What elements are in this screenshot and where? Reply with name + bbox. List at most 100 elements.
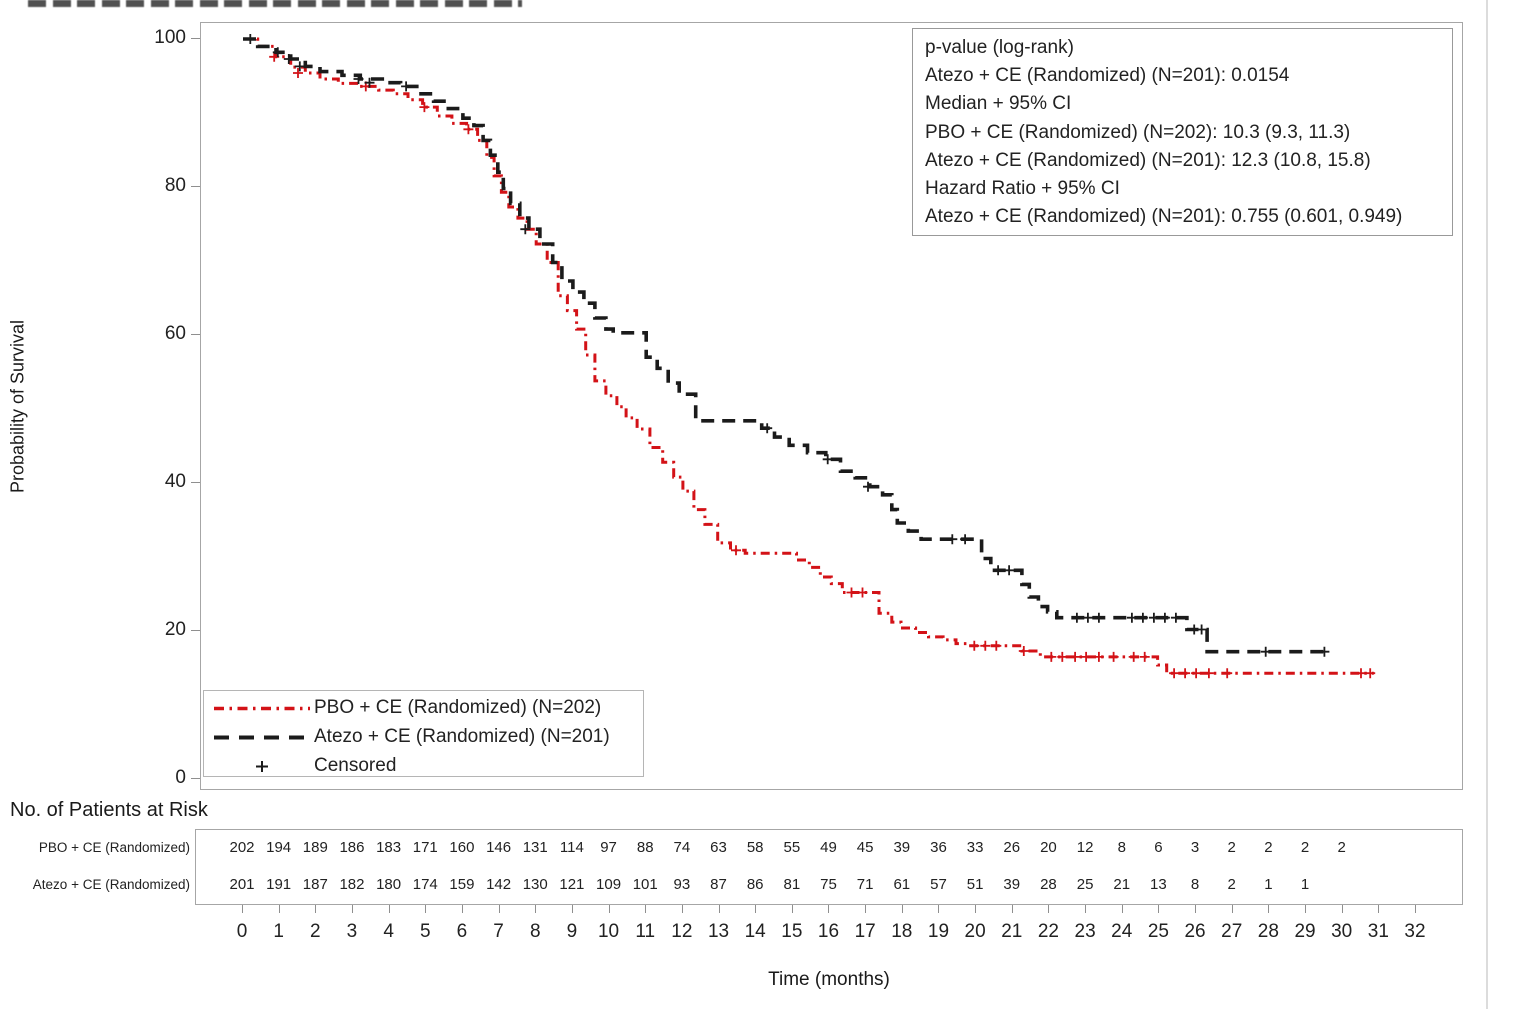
risk-count: 49 [820,839,837,856]
risk-count: 61 [893,876,911,893]
x-axis-tick-label: 28 [1257,921,1279,942]
x-axis-tick [461,905,463,913]
x-axis-tick [828,905,830,913]
risk-count: 45 [856,839,874,856]
y-axis-tick [191,778,200,779]
risk-count: 160 [449,839,475,856]
x-axis-tick [1158,905,1160,913]
risk-count: 87 [710,876,727,893]
x-axis-tick-label: 23 [1074,921,1096,942]
risk-table-box [195,829,1463,905]
x-axis-tick [681,905,683,913]
x-axis-tick [1085,905,1087,913]
legend-label-censored: Censored [314,755,397,776]
x-axis-tick [1268,905,1270,913]
risk-count: 86 [746,876,764,893]
y-axis-tick [191,38,200,39]
risk-count: 2 [1264,839,1273,856]
legend-item-atezo: Atezo + CE (Randomized) (N=201) [204,723,643,752]
risk-count: 194 [266,839,292,856]
stats-line: Atezo + CE (Randomized) (N=201): 12.3 (1… [925,149,1371,171]
pbo-curve [243,37,1374,675]
risk-count: 2 [1227,839,1236,856]
x-axis-tick-label: 27 [1221,921,1243,942]
risk-count: 191 [266,876,292,893]
x-axis-tick [1195,905,1197,913]
risk-count: 182 [339,876,365,893]
risk-count: 75 [820,876,837,893]
risk-count: 171 [412,839,438,856]
x-axis-tick [791,905,793,913]
x-axis-tick-label: 22 [1037,921,1059,942]
risk-count: 114 [559,839,584,856]
censored-plus-icon [256,761,268,772]
plot-area [200,22,1463,790]
risk-count: 8 [1190,876,1200,893]
x-axis-tick-label: 15 [781,921,803,942]
risk-count: 6 [1154,839,1163,856]
x-axis-tick [571,905,573,913]
x-axis-tick [645,905,647,913]
survival-curves-svg [243,34,1376,679]
legend-label-atezo: Atezo + CE (Randomized) (N=201) [314,726,610,747]
y-axis-tick [191,334,200,335]
x-axis-tick [535,905,537,913]
x-axis-tick-label: 21 [1001,921,1023,942]
x-axis-tick-label: 5 [419,921,431,942]
x-axis-tick-label: 11 [635,921,656,942]
x-axis-tick [975,905,977,913]
risk-count: 20 [1040,839,1057,856]
x-axis-tick [1011,905,1013,913]
stats-line: Atezo + CE (Randomized) (N=201): 0.0154 [925,65,1290,87]
risk-count: 3 [1190,839,1200,856]
x-axis-tick-label: 6 [456,921,468,942]
x-axis-tick-label: 0 [236,921,248,942]
x-axis-tick-label: 3 [346,921,358,942]
pbo-line-sample-icon [214,706,310,711]
risk-count: 57 [930,876,947,893]
risk-count: 121 [559,876,585,893]
atezo-curve [243,37,1328,654]
risk-count: 101 [632,876,658,893]
x-axis-tick-label: 32 [1404,921,1426,942]
y-axis-tick-label: 60 [164,323,186,344]
legend-item-pbo: PBO + CE (Randomized) (N=202) [204,694,643,723]
legend-box: PBO + CE (Randomized) (N=202) Atezo + CE… [203,690,644,777]
x-axis-tick-label: 18 [891,921,913,942]
risk-count: 55 [783,839,801,856]
risk-row-label-atezo: Atezo + CE (Randomized) [32,877,190,892]
y-axis-tick [191,186,200,187]
x-axis-tick [755,905,757,913]
y-axis-tick-label: 20 [164,619,186,640]
risk-count: 189 [302,839,328,856]
x-axis-tick [718,905,720,913]
risk-count: 2 [1300,839,1310,856]
risk-count: 201 [229,876,255,893]
risk-table-heading: No. of Patients at Risk [10,799,208,821]
risk-count: 131 [522,839,548,856]
risk-row-label-pbo: PBO + CE (Randomized) [38,840,190,855]
x-axis-tick-label: 7 [493,921,504,942]
risk-count: 109 [596,876,622,893]
legend-label-pbo: PBO + CE (Randomized) (N=202) [314,697,602,718]
x-axis-label: Time (months) [768,969,890,990]
x-axis-tick-label: 24 [1111,921,1133,942]
risk-count: 130 [522,876,548,893]
risk-count: 36 [930,839,947,856]
x-axis-tick-label: 2 [310,921,321,942]
x-axis-tick-label: 8 [529,921,541,942]
stats-line: p-value (log-rank) [925,37,1074,58]
x-axis-tick-label: 29 [1294,921,1316,942]
x-axis-tick [1378,905,1380,913]
risk-count: 180 [376,876,402,893]
x-axis-tick [938,905,940,913]
risk-count: 12 [1076,839,1094,856]
risk-count: 26 [1003,839,1021,856]
risk-count: 202 [229,839,255,856]
x-axis-tick-label: 16 [817,921,840,942]
y-axis-tick [191,482,200,483]
risk-count: 1 [1300,876,1310,893]
x-axis-tick-label: 31 [1367,921,1389,942]
cropped-title-remnant [28,0,522,7]
